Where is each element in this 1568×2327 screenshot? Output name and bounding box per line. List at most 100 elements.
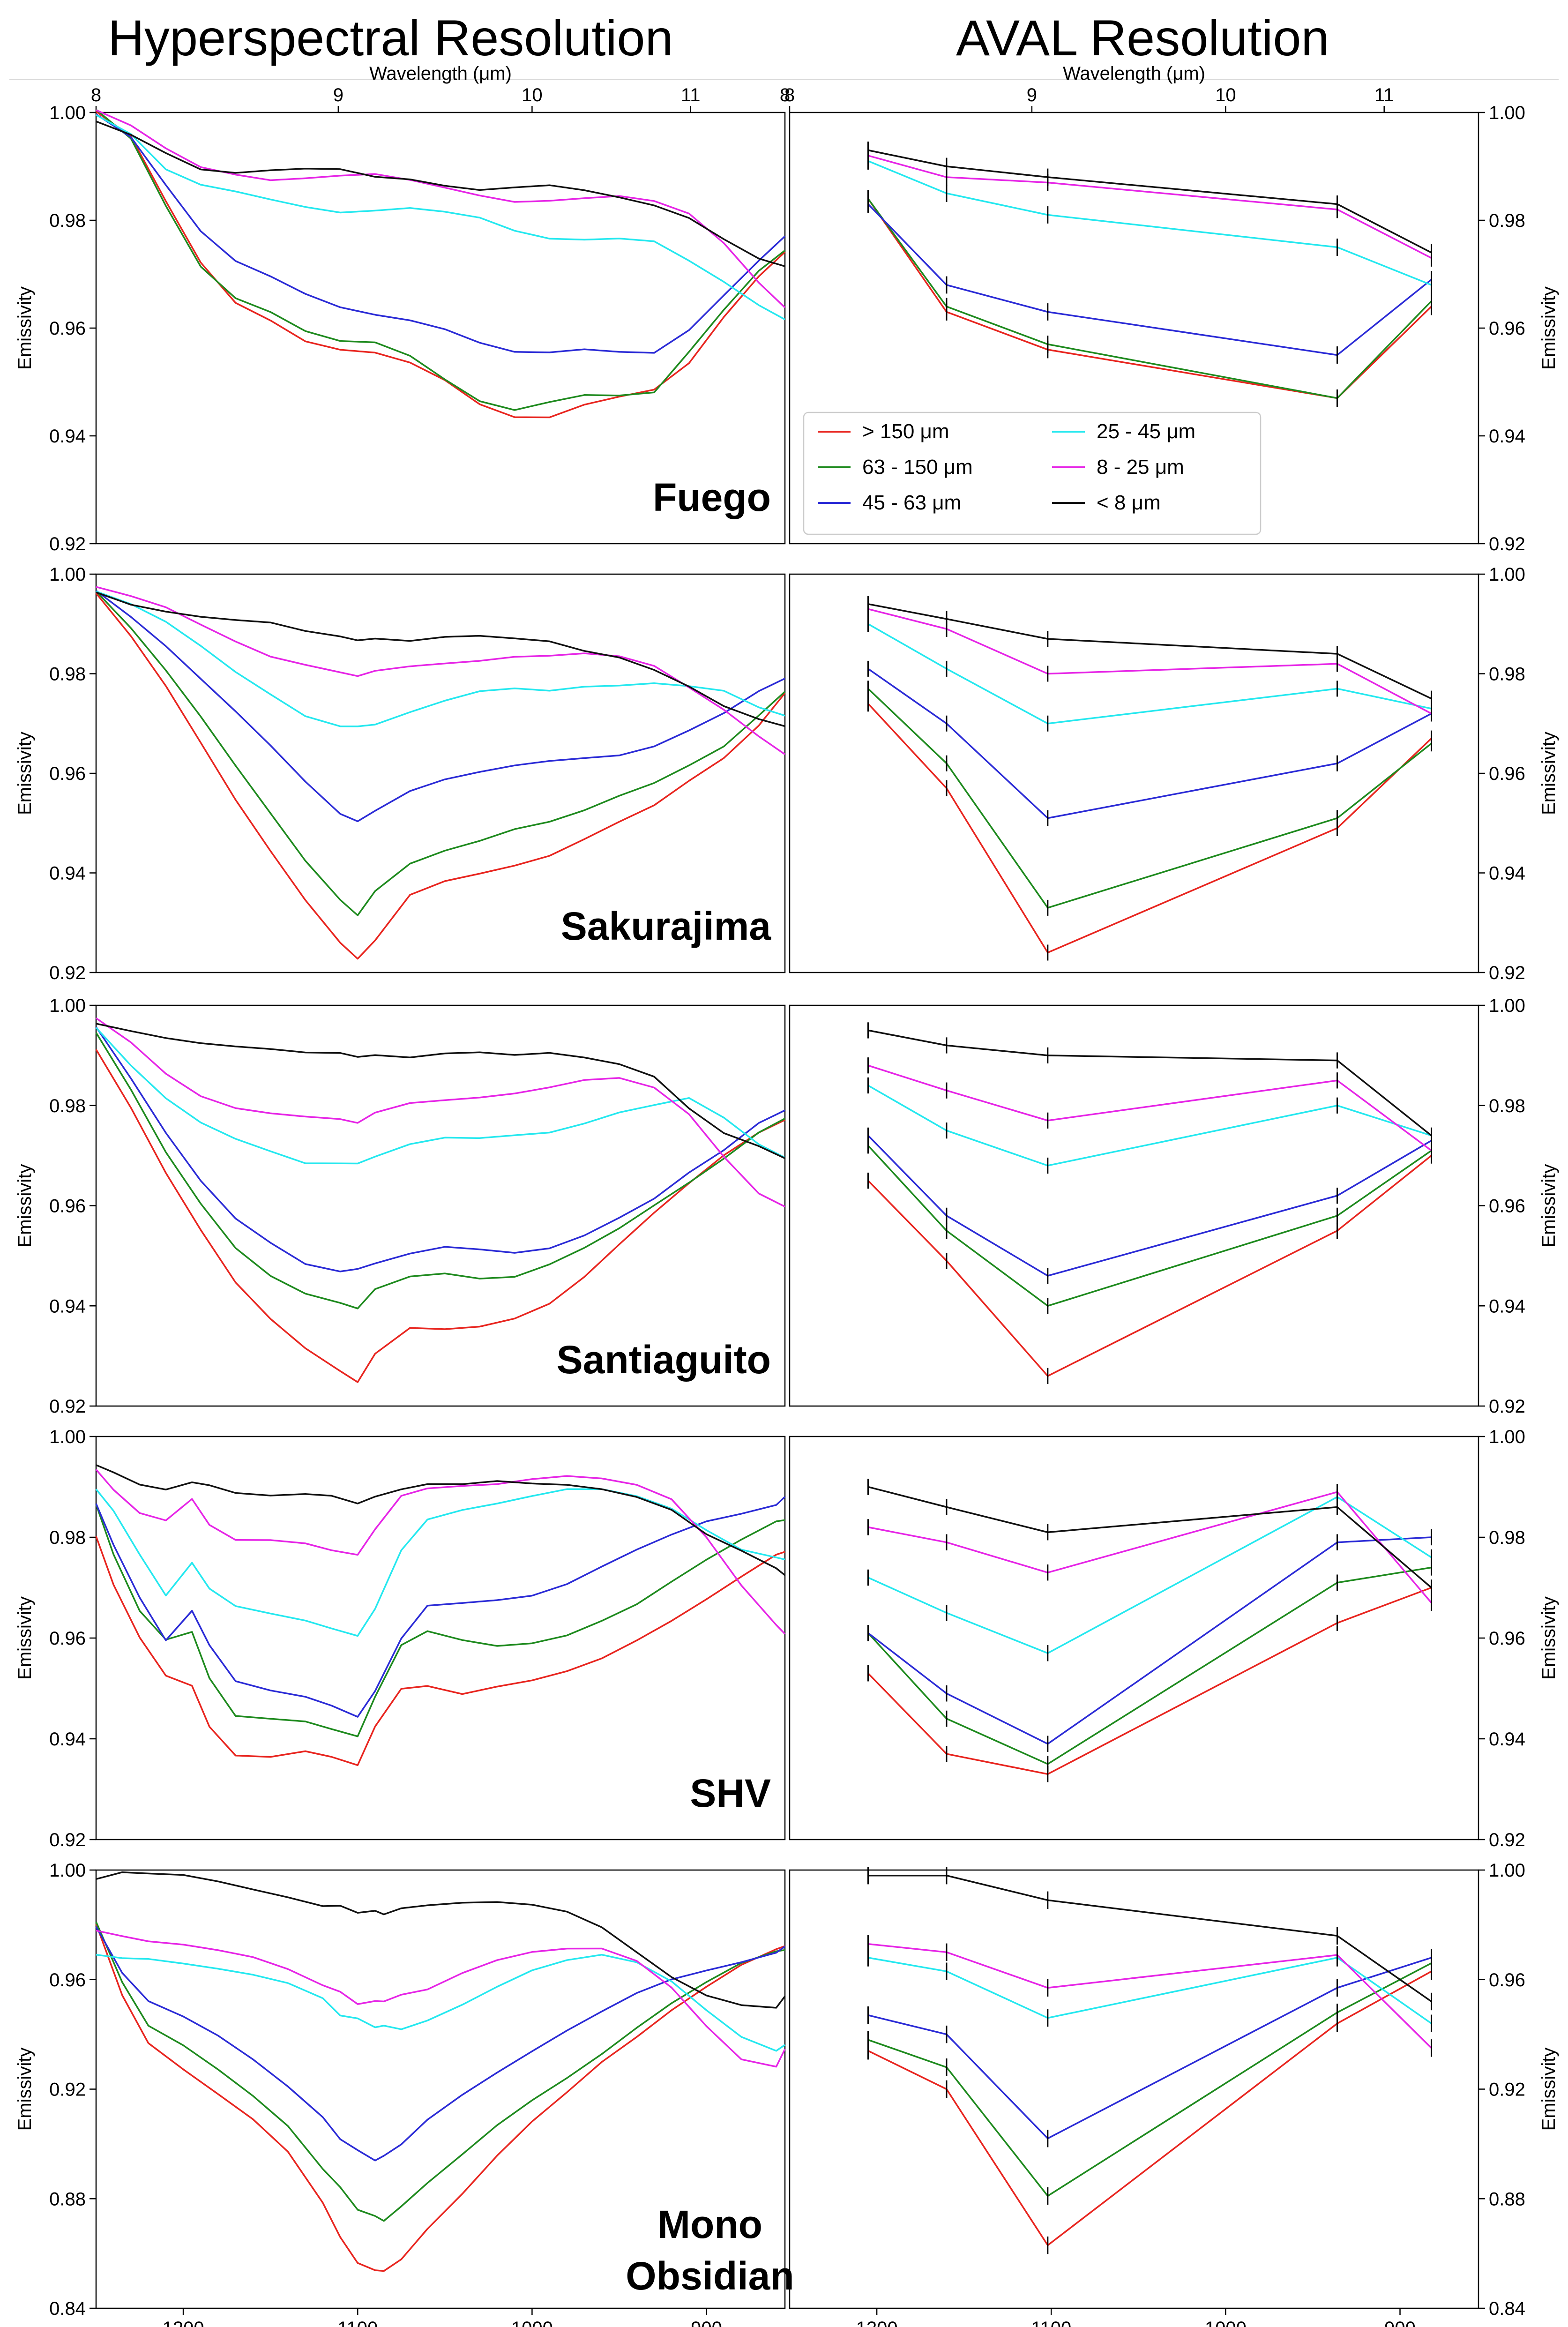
- fuego-hyper-top-tick-label: 10: [522, 85, 543, 105]
- santiaguito-hyper-line-63-150-m: [95, 1032, 785, 1309]
- santiaguito-aval-ytick-label: 0.98: [1489, 1096, 1525, 1116]
- fuego-aval-ytick-label: 0.94: [1489, 426, 1525, 447]
- shv-aval-ytick-label: 0.98: [1489, 1527, 1525, 1548]
- mono-obsidian-aval-ytick-label: 0.88: [1489, 2189, 1525, 2209]
- mono-obsidian-aval-line-25-45-m: [868, 1957, 1432, 2024]
- shv-hyper-frame: [95, 1436, 786, 1841]
- mono-obsidian-hyper-line-25-45-m: [96, 1953, 785, 2052]
- sakurajima-aval-line-150-m: [867, 703, 1432, 954]
- shv-aval-ylabel: Emissivity: [1538, 1596, 1559, 1680]
- santiaguito-aval-line-8-m: [868, 1029, 1432, 1137]
- fuego-aval-line-25-45-m: [867, 160, 1432, 286]
- fuego-hyper-top-tick-label: 9: [333, 85, 343, 105]
- fuego-aval-ylabel: Emissivity: [1538, 286, 1559, 370]
- sakurajima-aval-line-8-25-m: [868, 608, 1432, 715]
- shv-aval-line-63-150-m: [867, 1566, 1432, 1765]
- santiaguito-hyper-ytick-label: 1.00: [49, 995, 86, 1016]
- santiaguito-aval-line-45-63-m: [867, 1135, 1432, 1277]
- mono-obsidian-aval-ylabel: Emissivity: [1538, 2048, 1559, 2131]
- santiaguito-hyper-ytick-label: 0.92: [49, 1396, 86, 1417]
- shv-aval-frame: [789, 1436, 1479, 1841]
- santiaguito-name-label: Santiaguito: [557, 1338, 771, 1382]
- fuego-hyper-line-63-150-m: [95, 109, 786, 411]
- fuego-aval-ytick-label: 0.98: [1489, 210, 1525, 231]
- fuego-hyper-top-tick-label: 8: [91, 85, 101, 105]
- santiaguito-hyper-ytick-label: 0.94: [49, 1296, 86, 1317]
- mono-obsidian-hyper-ytick-label: 0.84: [49, 2298, 86, 2319]
- legend-box: [803, 412, 1262, 535]
- fuego-name-label: Fuego: [653, 475, 771, 519]
- title-aval: AVAL Resolution: [956, 9, 1329, 66]
- mono-obsidian-aval-bottom-tick-label: 1100: [1031, 2318, 1071, 2327]
- sakurajima-hyper-ylabel: Emissivity: [15, 732, 35, 815]
- fuego-hyper-line-45-63-m: [96, 113, 786, 354]
- santiaguito-aval-ytick-label: 1.00: [1489, 995, 1525, 1016]
- legend-label-8-25-m: 8 - 25 μm: [1097, 456, 1184, 479]
- title-divider: [9, 79, 1559, 80]
- shv-hyper-line-8-m: [96, 1464, 786, 1576]
- mono-obsidian-aval-ytick-label: 0.92: [1489, 2080, 1525, 2100]
- fuego-aval-ytick-label: 0.92: [1489, 534, 1525, 554]
- santiaguito-hyper-line-8-25-m: [96, 1017, 785, 1208]
- mono-obsidian-aval-ytick-label: 0.96: [1489, 1970, 1525, 1990]
- fuego-hyper-ytick-label: 0.94: [49, 426, 86, 447]
- legend-label-8-m: < 8 μm: [1097, 491, 1161, 514]
- shv-hyper-line-45-63-m: [95, 1496, 786, 1718]
- fuego-hyper-line-8-25-m: [96, 109, 786, 308]
- santiaguito-hyper-line-150-m: [95, 1049, 785, 1383]
- mono-obsidian-aval-line-150-m: [867, 1970, 1432, 2247]
- fuego-aval-line-8-m: [868, 149, 1432, 254]
- fuego-aval-line-8-25-m: [868, 155, 1432, 259]
- shv-aval-line-45-63-m: [867, 1536, 1432, 1745]
- fuego-hyper-top-tick-label: 8: [780, 85, 790, 105]
- santiaguito-aval-line-25-45-m: [867, 1085, 1432, 1167]
- fuego-hyper-ytick-label: 0.98: [49, 210, 86, 231]
- mono-obsidian-hyper-line-45-63-m: [95, 1926, 786, 2162]
- legend-label-45-63-m: 45 - 63 μm: [862, 491, 961, 514]
- shv-hyper-ytick-label: 0.94: [49, 1729, 86, 1750]
- santiaguito-aval-ytick-label: 0.94: [1489, 1296, 1525, 1317]
- fuego-hyper-ytick-label: 0.92: [49, 534, 86, 554]
- legend-label-25-45-m: 25 - 45 μm: [1097, 420, 1195, 443]
- shv-aval-ytick-label: 0.94: [1489, 1729, 1525, 1750]
- shv-hyper-line-25-45-m: [95, 1488, 785, 1637]
- mono-obsidian-hyper-line-63-150-m: [95, 1921, 785, 2222]
- sakurajima-aval-line-25-45-m: [867, 623, 1432, 725]
- sakurajima-aval-ytick-label: 0.96: [1489, 763, 1525, 784]
- shv-hyper-line-8-25-m: [95, 1469, 786, 1635]
- santiaguito-aval-ylabel: Emissivity: [1538, 1164, 1559, 1248]
- mono-obsidian-aval-line-45-63-m: [868, 1957, 1432, 2140]
- fuego-aval-ytick-label: 1.00: [1489, 103, 1525, 123]
- sakurajima-hyper-ytick-label: 1.00: [49, 564, 86, 585]
- mono-obsidian-hyper-bottom-tick-label: 1000: [511, 2318, 553, 2327]
- mono-obsidian-hyper-ytick-label: 0.88: [49, 2189, 86, 2209]
- fuego-hyper-top-tick-label: 11: [681, 85, 701, 105]
- mono-obsidian-hyper-ytick-label: 0.92: [49, 2080, 86, 2100]
- santiaguito-hyper-ytick-label: 0.98: [49, 1096, 86, 1116]
- sakurajima-hyper-line-8-25-m: [96, 586, 785, 755]
- mono-obsidian-hyper-line-8-25-m: [96, 1930, 786, 2068]
- santiaguito-hyper-line-45-63-m: [95, 1026, 785, 1272]
- sakurajima-hyper-ytick-label: 0.96: [49, 763, 86, 784]
- title-hyperspectral: Hyperspectral Resolution: [108, 9, 673, 66]
- sakurajima-aval-line-8-m: [868, 603, 1432, 700]
- fuego-aval-top-tick-label: 10: [1215, 85, 1236, 105]
- shv-aval-line-25-45-m: [867, 1496, 1432, 1654]
- mono-obsidian-aval-bottom-tick-label: 1200: [856, 2318, 898, 2327]
- mono-obsidian-hyper-line-150-m: [95, 1923, 785, 2272]
- fuego-hyper-line-25-45-m: [96, 114, 785, 321]
- sakurajima-name-label: Sakurajima: [561, 904, 772, 948]
- sakurajima-hyper-line-63-150-m: [95, 591, 786, 916]
- mono-obsidian-name-label: Mono: [657, 2202, 762, 2246]
- sakurajima-hyper-line-150-m: [95, 592, 786, 960]
- shv-hyper-ylabel: Emissivity: [15, 1596, 35, 1680]
- santiaguito-aval-ytick-label: 0.92: [1489, 1396, 1525, 1417]
- fuego-aval-line-63-150-m: [867, 198, 1432, 399]
- shv-hyper-ytick-label: 1.00: [49, 1427, 86, 1447]
- shv-aval-line-8-m: [868, 1486, 1432, 1588]
- sakurajima-aval-ytick-label: 0.92: [1489, 963, 1525, 983]
- shv-hyper-ytick-label: 0.92: [49, 1830, 86, 1850]
- sakurajima-hyper-line-25-45-m: [96, 591, 785, 727]
- mono-obsidian-hyper-bottom-tick-label: 1200: [163, 2318, 204, 2327]
- mono-obsidian-aval-ytick-label: 1.00: [1489, 1860, 1525, 1881]
